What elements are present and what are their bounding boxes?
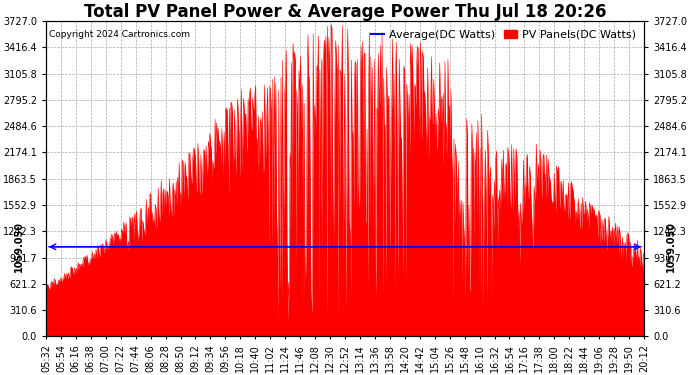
Title: Total PV Panel Power & Average Power Thu Jul 18 20:26: Total PV Panel Power & Average Power Thu… [83,3,607,21]
Legend: Average(DC Watts), PV Panels(DC Watts): Average(DC Watts), PV Panels(DC Watts) [371,30,635,40]
Text: 1059.050: 1059.050 [14,221,24,272]
Text: Copyright 2024 Cartronics.com: Copyright 2024 Cartronics.com [49,30,190,39]
Text: 1059.050: 1059.050 [666,221,676,272]
